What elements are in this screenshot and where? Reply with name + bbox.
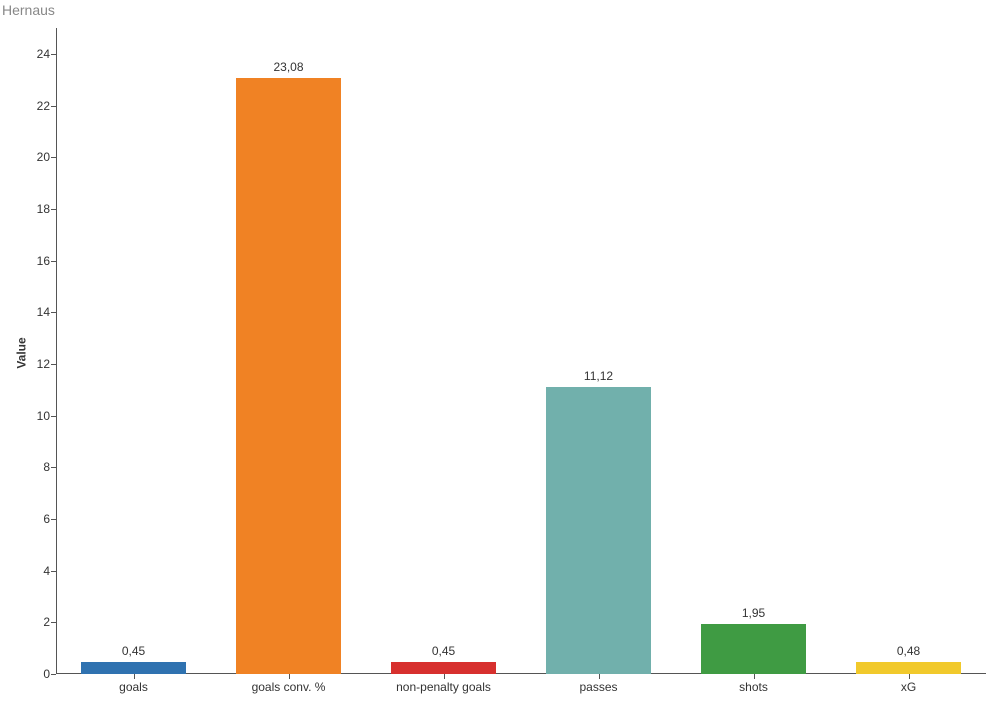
x-tick-label: goals conv. % bbox=[252, 674, 326, 694]
y-axis-label: Value bbox=[15, 337, 29, 368]
y-tick-label: 0 bbox=[43, 667, 56, 681]
bar-value-label: 0,45 bbox=[122, 644, 145, 662]
bar-value-label: 0,45 bbox=[432, 644, 455, 662]
chart-title: Hernaus bbox=[2, 2, 55, 18]
x-tick-label: goals bbox=[119, 674, 148, 694]
y-tick-label: 6 bbox=[43, 512, 56, 526]
bar bbox=[856, 662, 961, 674]
y-tick-label: 2 bbox=[43, 615, 56, 629]
bar bbox=[236, 78, 341, 674]
bar bbox=[546, 387, 651, 674]
y-tick-label: 18 bbox=[37, 202, 56, 216]
bar bbox=[391, 662, 496, 674]
bar-value-label: 0,48 bbox=[897, 644, 920, 662]
y-tick-label: 10 bbox=[37, 409, 56, 423]
y-tick-label: 20 bbox=[37, 150, 56, 164]
y-tick-label: 8 bbox=[43, 460, 56, 474]
plot-area: 0246810121416182022240,45goals23,08goals… bbox=[56, 28, 986, 674]
y-tick-label: 24 bbox=[37, 47, 56, 61]
y-tick-label: 12 bbox=[37, 357, 56, 371]
x-tick-label: shots bbox=[739, 674, 768, 694]
bar-value-label: 11,12 bbox=[584, 369, 613, 387]
y-tick-label: 4 bbox=[43, 564, 56, 578]
chart-root: Hernaus Value 0246810121416182022240,45g… bbox=[0, 0, 1000, 705]
bar-value-label: 23,08 bbox=[273, 60, 303, 78]
y-axis-line bbox=[56, 28, 57, 674]
bar bbox=[701, 624, 806, 674]
x-tick-label: passes bbox=[579, 674, 617, 694]
x-tick-label: xG bbox=[901, 674, 916, 694]
y-tick-label: 22 bbox=[37, 99, 56, 113]
y-tick-label: 16 bbox=[37, 254, 56, 268]
x-axis-line bbox=[56, 673, 986, 674]
x-tick-label: non-penalty goals bbox=[396, 674, 491, 694]
bar bbox=[81, 662, 186, 674]
bar-value-label: 1,95 bbox=[742, 606, 765, 624]
y-tick-label: 14 bbox=[37, 305, 56, 319]
